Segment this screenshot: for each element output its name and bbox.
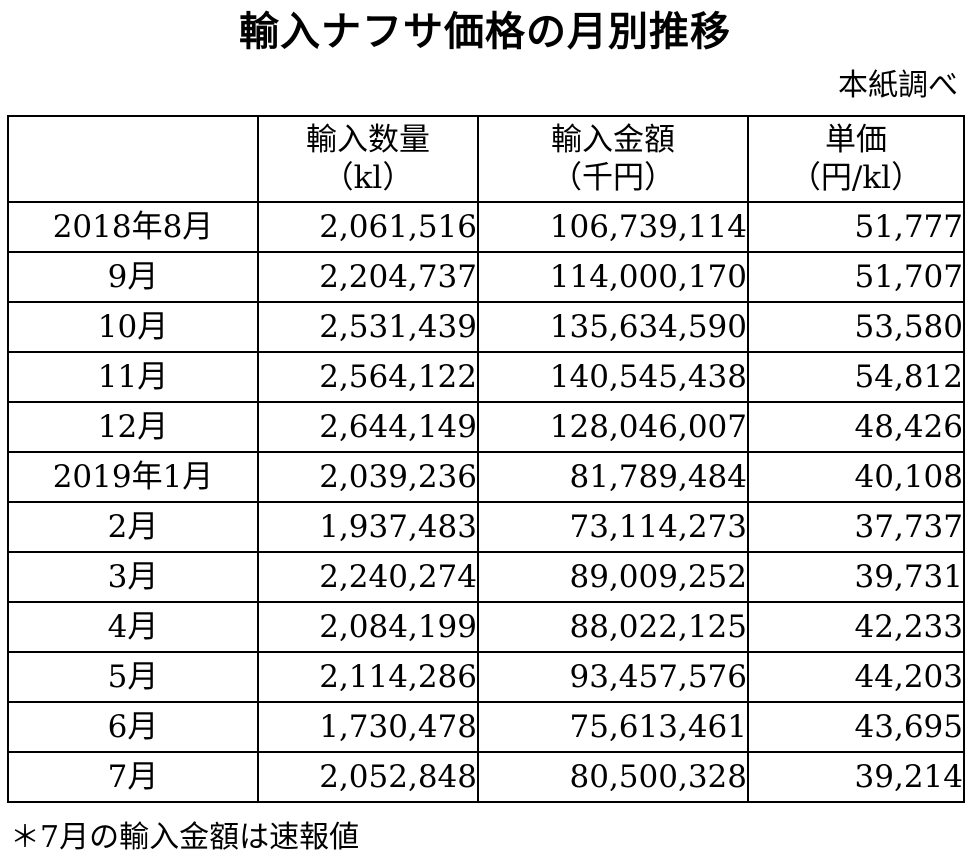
cell-quantity: 2,531,439 (257, 301, 479, 353)
header-quantity-label: 輸入数量 (306, 122, 430, 158)
source-label: 本紙調べ (838, 68, 958, 103)
cell-amount: 114,000,170 (477, 251, 749, 303)
naphtha-price-table: 輸入数量 （kl） 輸入金額 （千円） 単価 （円/kl） 2018年8月 2,… (7, 115, 965, 803)
cell-unit-price: 51,777 (747, 201, 965, 253)
cell-quantity: 2,052,848 (257, 751, 479, 803)
header-unit-price-unit: （円/kl） (789, 160, 923, 196)
table-row: 3月 2,240,274 89,009,252 39,731 (7, 551, 965, 603)
cell-amount: 135,634,590 (477, 301, 749, 353)
cell-unit-price: 44,203 (747, 651, 965, 703)
cell-amount: 93,457,576 (477, 651, 749, 703)
header-unit-price-label: 単価 (825, 122, 887, 158)
cell-amount: 75,613,461 (477, 701, 749, 753)
table-row: 2月 1,937,483 73,114,273 37,737 (7, 501, 965, 553)
cell-quantity: 2,644,149 (257, 401, 479, 453)
table-row: 10月 2,531,439 135,634,590 53,580 (7, 301, 965, 353)
cell-month: 10月 (7, 301, 259, 353)
cell-quantity: 1,937,483 (257, 501, 479, 553)
cell-amount: 89,009,252 (477, 551, 749, 603)
cell-unit-price: 40,108 (747, 451, 965, 503)
cell-unit-price: 43,695 (747, 701, 965, 753)
cell-unit-price: 42,233 (747, 601, 965, 653)
cell-month: 5月 (7, 651, 259, 703)
cell-quantity: 2,114,286 (257, 651, 479, 703)
cell-unit-price: 51,707 (747, 251, 965, 303)
cell-quantity: 2,564,122 (257, 351, 479, 403)
cell-month: 7月 (7, 751, 259, 803)
header-amount-label: 輸入金額 (551, 122, 675, 158)
cell-unit-price: 54,812 (747, 351, 965, 403)
cell-quantity: 2,039,236 (257, 451, 479, 503)
cell-month: 2018年8月 (7, 201, 259, 253)
cell-quantity: 2,204,737 (257, 251, 479, 303)
footnote: ＊7月の輸入金額は速報値 (10, 820, 360, 855)
table-row: 6月 1,730,478 75,613,461 43,695 (7, 701, 965, 753)
cell-unit-price: 37,737 (747, 501, 965, 553)
cell-quantity: 2,240,274 (257, 551, 479, 603)
cell-unit-price: 39,731 (747, 551, 965, 603)
table-row: 2018年8月 2,061,516 106,739,114 51,777 (7, 201, 965, 253)
cell-month: 9月 (7, 251, 259, 303)
header-amount-unit: （千円） (551, 160, 675, 196)
header-quantity-unit: （kl） (322, 160, 414, 196)
header-quantity: 輸入数量 （kl） (257, 115, 479, 203)
table-row: 12月 2,644,149 128,046,007 48,426 (7, 401, 965, 453)
cell-amount: 140,545,438 (477, 351, 749, 403)
cell-amount: 81,789,484 (477, 451, 749, 503)
cell-unit-price: 53,580 (747, 301, 965, 353)
cell-quantity: 2,061,516 (257, 201, 479, 253)
table-row: 5月 2,114,286 93,457,576 44,203 (7, 651, 965, 703)
cell-quantity: 2,084,199 (257, 601, 479, 653)
cell-amount: 73,114,273 (477, 501, 749, 553)
table-row: 9月 2,204,737 114,000,170 51,707 (7, 251, 965, 303)
cell-month: 2019年1月 (7, 451, 259, 503)
cell-amount: 106,739,114 (477, 201, 749, 253)
header-amount: 輸入金額 （千円） (477, 115, 749, 203)
page-title: 輸入ナフサ価格の月別推移 (239, 9, 731, 55)
cell-month: 12月 (7, 401, 259, 453)
table-row: 2019年1月 2,039,236 81,789,484 40,108 (7, 451, 965, 503)
cell-amount: 128,046,007 (477, 401, 749, 453)
cell-amount: 88,022,125 (477, 601, 749, 653)
header-month (7, 115, 259, 203)
header-unit-price: 単価 （円/kl） (747, 115, 965, 203)
cell-month: 2月 (7, 501, 259, 553)
cell-quantity: 1,730,478 (257, 701, 479, 753)
cell-unit-price: 48,426 (747, 401, 965, 453)
cell-amount: 80,500,328 (477, 751, 749, 803)
table-row: 11月 2,564,122 140,545,438 54,812 (7, 351, 965, 403)
table-row: 7月 2,052,848 80,500,328 39,214 (7, 751, 965, 803)
cell-month: 11月 (7, 351, 259, 403)
cell-month: 3月 (7, 551, 259, 603)
table-header-row: 輸入数量 （kl） 輸入金額 （千円） 単価 （円/kl） (7, 115, 965, 203)
cell-month: 4月 (7, 601, 259, 653)
cell-month: 6月 (7, 701, 259, 753)
table-row: 4月 2,084,199 88,022,125 42,233 (7, 601, 965, 653)
cell-unit-price: 39,214 (747, 751, 965, 803)
